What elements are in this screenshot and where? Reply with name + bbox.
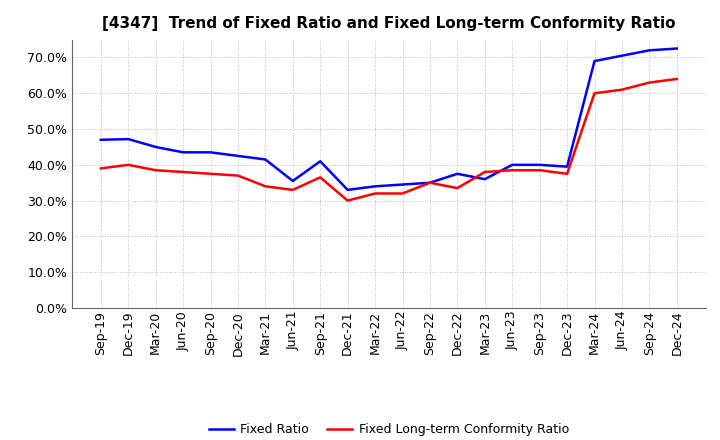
Fixed Long-term Conformity Ratio	[233, 173, 242, 178]
Fixed Long-term Conformity Ratio	[672, 76, 681, 81]
Fixed Ratio	[343, 187, 352, 193]
Fixed Ratio	[618, 53, 626, 59]
Fixed Long-term Conformity Ratio	[343, 198, 352, 203]
Fixed Ratio	[96, 137, 105, 143]
Fixed Long-term Conformity Ratio	[453, 186, 462, 191]
Fixed Long-term Conformity Ratio	[645, 80, 654, 85]
Fixed Long-term Conformity Ratio	[124, 162, 132, 168]
Fixed Ratio	[261, 157, 270, 162]
Legend: Fixed Ratio, Fixed Long-term Conformity Ratio: Fixed Ratio, Fixed Long-term Conformity …	[204, 418, 574, 440]
Line: Fixed Long-term Conformity Ratio: Fixed Long-term Conformity Ratio	[101, 79, 677, 201]
Fixed Ratio	[316, 159, 325, 164]
Fixed Ratio	[151, 144, 160, 150]
Fixed Long-term Conformity Ratio	[96, 166, 105, 171]
Fixed Ratio	[179, 150, 187, 155]
Fixed Long-term Conformity Ratio	[536, 168, 544, 173]
Fixed Ratio	[124, 136, 132, 142]
Fixed Ratio	[289, 178, 297, 183]
Fixed Long-term Conformity Ratio	[480, 169, 489, 175]
Fixed Long-term Conformity Ratio	[426, 180, 434, 185]
Fixed Long-term Conformity Ratio	[371, 191, 379, 196]
Fixed Ratio	[206, 150, 215, 155]
Fixed Long-term Conformity Ratio	[618, 87, 626, 92]
Fixed Ratio	[508, 162, 516, 168]
Fixed Ratio	[453, 171, 462, 176]
Fixed Long-term Conformity Ratio	[563, 171, 572, 176]
Fixed Ratio	[371, 183, 379, 189]
Fixed Long-term Conformity Ratio	[206, 171, 215, 176]
Line: Fixed Ratio: Fixed Ratio	[101, 48, 677, 190]
Fixed Long-term Conformity Ratio	[261, 183, 270, 189]
Fixed Ratio	[398, 182, 407, 187]
Title: [4347]  Trend of Fixed Ratio and Fixed Long-term Conformity Ratio: [4347] Trend of Fixed Ratio and Fixed Lo…	[102, 16, 675, 32]
Fixed Long-term Conformity Ratio	[398, 191, 407, 196]
Fixed Ratio	[672, 46, 681, 51]
Fixed Long-term Conformity Ratio	[151, 168, 160, 173]
Fixed Ratio	[563, 164, 572, 169]
Fixed Ratio	[645, 48, 654, 53]
Fixed Ratio	[590, 59, 599, 64]
Fixed Long-term Conformity Ratio	[289, 187, 297, 193]
Fixed Long-term Conformity Ratio	[316, 175, 325, 180]
Fixed Ratio	[233, 153, 242, 158]
Fixed Long-term Conformity Ratio	[590, 91, 599, 96]
Fixed Ratio	[536, 162, 544, 168]
Fixed Ratio	[480, 176, 489, 182]
Fixed Long-term Conformity Ratio	[179, 169, 187, 175]
Fixed Long-term Conformity Ratio	[508, 168, 516, 173]
Fixed Ratio	[426, 180, 434, 185]
